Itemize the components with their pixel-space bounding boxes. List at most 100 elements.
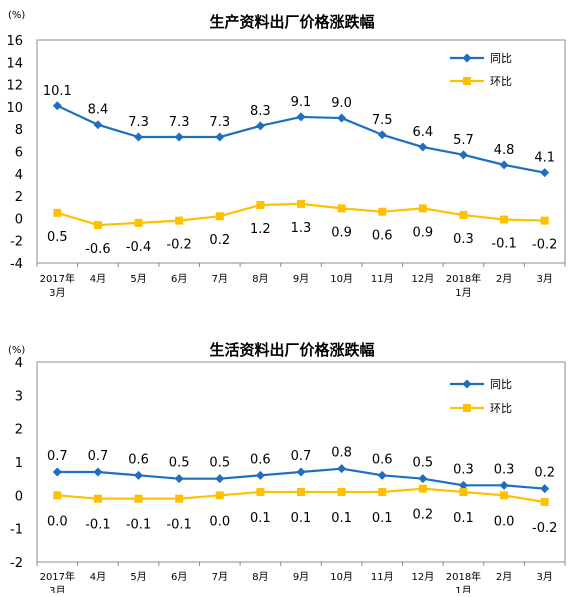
data-label: 0.6 (372, 229, 393, 244)
x-tick-label: 8月 (252, 571, 268, 583)
y-tick-label: -2 (10, 556, 23, 571)
x-tick-label: 9月 (293, 571, 309, 583)
x-tick-label: 11月 (371, 273, 394, 285)
data-label: 9.1 (291, 95, 312, 110)
data-label: 0.3 (453, 232, 474, 247)
x-tick-label: 5月 (130, 571, 146, 583)
data-label: 0.1 (372, 511, 393, 526)
legend-label: 环比 (490, 402, 512, 415)
chart-1: 生产资料出厂价格涨跌幅 (%) -4 -2 0 2 4 6 8 10 12 14 16 2017年 3月 4月… (6, 10, 566, 299)
data-label: 7.3 (128, 115, 149, 130)
data-label: 1.3 (291, 221, 312, 236)
y-tick-label: 6 (15, 146, 23, 161)
data-point (255, 470, 265, 480)
x-tick-label: 4月 (90, 571, 106, 583)
y-tick-label: 1 (15, 456, 23, 471)
data-point (418, 204, 427, 213)
data-point (459, 488, 468, 496)
data-label: 10.1 (43, 84, 72, 99)
data-label: 0.9 (331, 225, 352, 240)
x-tick-label: 2018年 (446, 272, 481, 285)
data-label: -0.1 (85, 518, 110, 533)
data-point (337, 113, 347, 123)
y-tick-label: 8 (15, 123, 23, 138)
data-point (175, 494, 184, 503)
data-point (499, 160, 509, 170)
data-point (458, 480, 468, 490)
data-point (378, 207, 387, 216)
data-point (337, 464, 347, 474)
x-tick-label: 12月 (411, 571, 434, 583)
data-label: -0.6 (85, 242, 110, 257)
x-tick-label: 11月 (371, 571, 394, 583)
data-point (377, 130, 387, 140)
data-point (377, 470, 387, 480)
x-tick-label: 2017年 (40, 570, 75, 583)
data-label: 0.5 (413, 456, 434, 471)
y-tick-label: -2 (10, 235, 23, 250)
x-tick-label: 9月 (293, 273, 309, 285)
data-point (134, 494, 143, 503)
x-tick-label: 2018年 (446, 570, 481, 583)
data-label: 0.1 (291, 511, 312, 526)
x-tick-label: 1月 (455, 585, 471, 593)
x-tick-label: 8月 (252, 273, 268, 285)
x-tick-label: 10月 (330, 273, 353, 285)
data-label: 9.0 (331, 96, 352, 111)
data-point (52, 467, 62, 477)
data-label: -0.2 (166, 238, 191, 253)
data-label: 0.0 (494, 514, 515, 529)
data-point (296, 112, 306, 122)
data-label: 6.4 (413, 125, 434, 140)
data-point (499, 480, 509, 490)
data-label: 0.7 (88, 449, 109, 464)
y-tick-label: 0 (15, 212, 23, 227)
data-label: -0.1 (491, 237, 516, 252)
data-point (500, 491, 509, 500)
data-point (53, 208, 62, 217)
data-point (418, 474, 428, 484)
data-label: 0.0 (47, 514, 68, 529)
data-point (215, 474, 225, 484)
x-tick-label: 3月 (49, 585, 65, 593)
data-label: 0.5 (209, 456, 230, 471)
legend-swatch-marker (462, 379, 472, 389)
data-point (458, 150, 468, 160)
y-tick-label: 4 (15, 168, 23, 183)
x-tick-label: 3月 (49, 287, 65, 299)
data-label: 1.2 (250, 222, 271, 237)
chart-title: 生产资料出厂价格涨跌幅 (209, 13, 374, 31)
data-label: -0.1 (166, 518, 191, 533)
data-point (296, 467, 306, 477)
data-point (53, 491, 62, 500)
data-label: 0.1 (331, 511, 352, 526)
data-label: 0.6 (128, 452, 149, 467)
data-point (255, 121, 265, 131)
data-point (134, 218, 143, 227)
data-label: 0.2 (209, 233, 230, 248)
data-label: 0.3 (494, 462, 515, 477)
chart-2: 生活资料出厂价格涨跌幅 (%) -2 -1 0 1 2 3 4 2017年 3月 4月 5月 6月 7月 8月… (8, 341, 566, 597)
data-point (93, 467, 103, 477)
x-tick-label: 2月 (496, 273, 512, 285)
data-point (215, 212, 224, 221)
data-label: 0.5 (169, 456, 190, 471)
data-point (215, 132, 225, 142)
data-point (540, 498, 549, 506)
y-tick-label: 0 (15, 489, 23, 504)
data-label: 0.1 (250, 511, 271, 526)
x-tick-label: 3月 (537, 571, 553, 583)
data-point (175, 216, 184, 225)
data-point (540, 216, 549, 225)
data-point (93, 120, 103, 130)
x-tick-label: 1月 (455, 287, 471, 299)
chart-title: 生活资料出厂价格涨跌幅 (209, 341, 374, 359)
data-label: 0.2 (413, 508, 434, 523)
y-tick-label: 10 (6, 101, 23, 116)
y-tick-label: 2 (15, 190, 23, 205)
data-label: 5.7 (453, 133, 474, 148)
data-point (215, 491, 224, 500)
data-label: 4.8 (494, 143, 515, 158)
y-tick-label: 3 (15, 389, 23, 404)
data-point (93, 221, 102, 230)
